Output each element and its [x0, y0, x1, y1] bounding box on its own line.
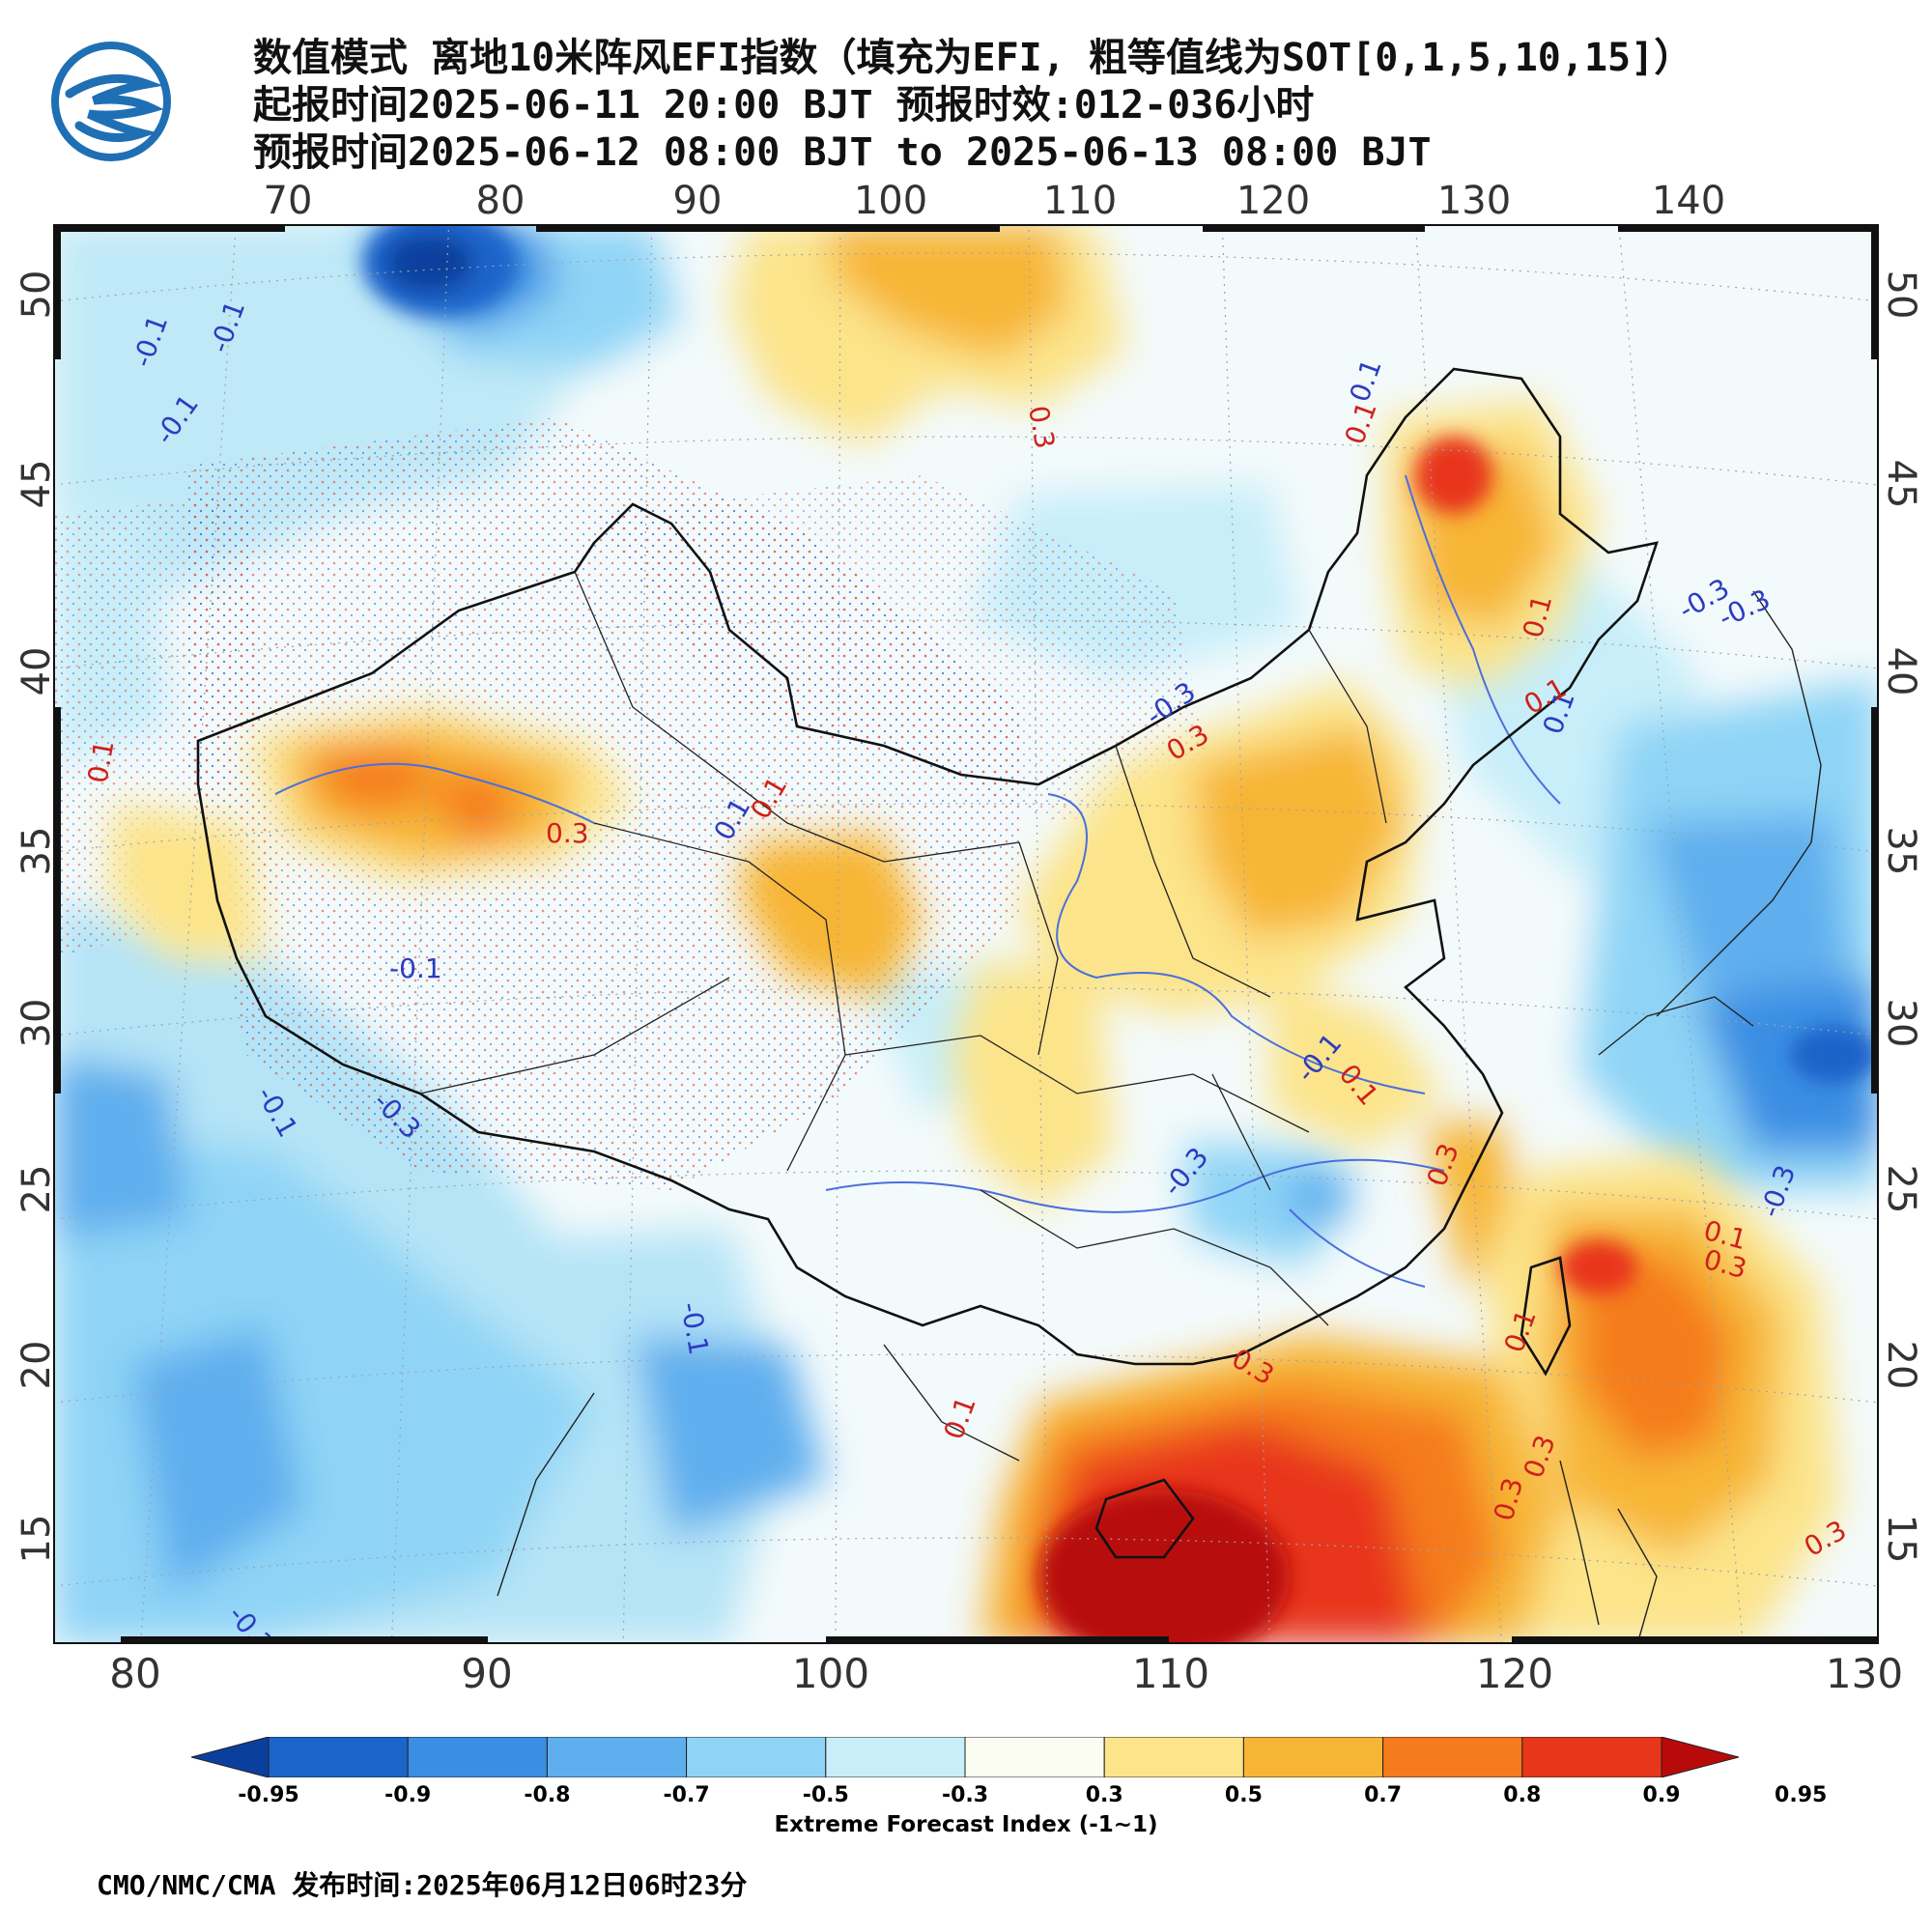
top-lon-tick: 110 — [1042, 179, 1118, 223]
rivers — [274, 474, 1561, 1288]
colorbar-segment — [964, 1736, 1105, 1778]
colorbar-tick-label: 0.7 — [1364, 1783, 1403, 1807]
china-boundary — [196, 367, 1659, 1366]
right-lat-tick: 20 — [1879, 1340, 1923, 1390]
colorbar-segment — [1242, 1736, 1384, 1778]
colorbar-segment — [1382, 1736, 1523, 1778]
colorbar-tick-label: -0.9 — [384, 1783, 432, 1807]
colorbar-tick-label: 0.5 — [1224, 1783, 1263, 1807]
top-lon-tick: 120 — [1236, 179, 1311, 223]
frame-tick-bars — [53, 224, 1879, 1644]
top-lon-tick: 100 — [853, 179, 928, 223]
chart-title: 数值模式 离地10米阵风EFI指数（填充为EFI, 粗等值线为SOT[0,1,5… — [253, 36, 1693, 80]
valid-time-line: 预报时间2025-06-12 08:00 BJT to 2025-06-13 0… — [253, 130, 1432, 175]
efi-map[interactable]: -0.1 -0.1 -0.1 0.1 -0.3 0.1 -0.1 -0.3 -0… — [53, 224, 1879, 1644]
right-lat-tick: 30 — [1879, 998, 1923, 1048]
right-lat-tick: 35 — [1879, 826, 1923, 876]
top-lon-tick: 130 — [1436, 179, 1512, 223]
colorbar-tick-label: 0.3 — [1085, 1783, 1123, 1807]
efi-strong-positive-core — [1038, 437, 1637, 1644]
top-lon-tick: 70 — [263, 179, 313, 223]
taiwan-island — [1520, 1256, 1572, 1377]
colorbar-segment — [189, 1736, 270, 1778]
colorbar-tick-label: 0.8 — [1503, 1783, 1542, 1807]
colorbar-segment — [1661, 1736, 1741, 1778]
colorbar-title: Extreme Forecast Index (-1~1) — [774, 1812, 1158, 1837]
bottom-lon-tick: 80 — [109, 1650, 161, 1697]
cma-logo-icon — [50, 41, 172, 162]
colorbar-tick-label: 0.95 — [1775, 1783, 1828, 1807]
colorbar-tick-label: -0.95 — [238, 1783, 299, 1807]
right-lat-tick: 15 — [1879, 1514, 1923, 1564]
right-lat-tick: 25 — [1879, 1164, 1923, 1214]
init-time-line: 起报时间2025-06-11 20:00 BJT 预报时效:012-036小时 — [253, 83, 1315, 128]
issue-time-footer: CMO/NMC/CMA 发布时间:2025年06月12日06时23分 — [97, 1869, 748, 1901]
colorbar-segment — [407, 1736, 548, 1778]
colorbar-segment — [1521, 1736, 1662, 1778]
top-lon-tick: 90 — [672, 179, 723, 223]
colorbar-tick-label: 0.9 — [1642, 1783, 1681, 1807]
contour-label: -0.1 — [389, 952, 442, 984]
contour-label: 0.1 — [81, 738, 120, 786]
bottom-lon-tick: 90 — [461, 1650, 513, 1697]
colorbar-segment — [1103, 1736, 1244, 1778]
colorbar-segment — [268, 1736, 409, 1778]
bottom-lon-tick: 130 — [1825, 1650, 1904, 1697]
bottom-lon-tick: 120 — [1475, 1650, 1554, 1697]
right-lat-tick: 50 — [1879, 270, 1923, 320]
coastlines — [497, 590, 1822, 1644]
colorbar-tick-label: -0.7 — [663, 1783, 710, 1807]
sot-contour-texture — [594, 475, 1212, 823]
efi-strong-negative-core — [362, 224, 1877, 1084]
right-lat-tick: 45 — [1879, 459, 1923, 509]
contour-label: 0.3 — [546, 817, 589, 849]
colorbar-tick-label: -0.5 — [802, 1783, 849, 1807]
top-lon-tick: 80 — [475, 179, 526, 223]
bottom-lon-tick: 100 — [791, 1650, 870, 1697]
province-boundaries — [419, 571, 1387, 1326]
hainan-island — [1094, 1478, 1195, 1559]
colorbar-tick-label: -0.3 — [941, 1783, 989, 1807]
colorbar-tick-label: -0.8 — [524, 1783, 571, 1807]
colorbar — [189, 1736, 1741, 1778]
bottom-lon-tick: 110 — [1131, 1650, 1210, 1697]
colorbar-segment — [546, 1736, 688, 1778]
right-lat-tick: 40 — [1879, 646, 1923, 696]
graticule — [53, 224, 1879, 1644]
colorbar-segment — [825, 1736, 966, 1778]
top-lon-tick: 140 — [1651, 179, 1726, 223]
contour-label: 0.3 — [1022, 403, 1061, 451]
colorbar-segment — [686, 1736, 827, 1778]
